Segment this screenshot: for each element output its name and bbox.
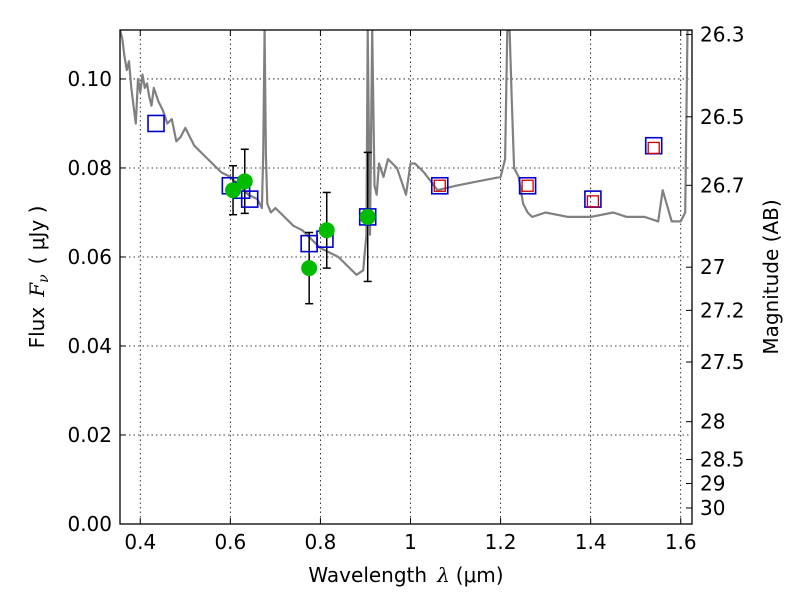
upper-limit-point	[433, 179, 446, 192]
y-axis-text: Flux	[25, 307, 49, 349]
observed-point	[359, 208, 376, 225]
series-model-photometry	[147, 114, 663, 253]
mag-tick-label: 29	[700, 472, 725, 496]
sed-model-line	[120, 30, 692, 276]
mag-tick-label: 28.5	[700, 447, 745, 471]
mag-tick-label: 27.5	[700, 350, 745, 374]
y-tick-label: 0.04	[67, 334, 112, 358]
x-tick-label: 1.2	[485, 530, 517, 554]
mag-tick-label: 27.2	[700, 298, 745, 322]
x-tick-label: 0.6	[214, 530, 246, 554]
mag-tick-label: 27	[700, 255, 725, 279]
model-point	[147, 114, 165, 133]
observed-point	[301, 260, 318, 277]
upper-limit-point	[521, 179, 534, 192]
model-point	[240, 190, 259, 208]
y-tick-label: 0.10	[67, 67, 112, 91]
mag-tick-label: 30	[700, 496, 725, 520]
x-axis-symbol: λ	[436, 563, 450, 587]
y2-axis-title: Magnitude (AB)	[759, 199, 783, 354]
y-axis-unit: ( μJy )	[25, 206, 49, 265]
model-point	[430, 176, 449, 195]
observed-point	[225, 182, 242, 199]
axes: 0.4 0.6 0.8 1 1.2 1.4 1.6 0.00 0.02 0.04 0.06 0.08 0…	[67, 22, 744, 554]
plot-frame	[119, 29, 693, 525]
y-tick-label: 0.02	[67, 423, 112, 447]
x-tick-label: 0.4	[124, 530, 156, 554]
series-observed-photometry	[229, 148, 372, 305]
x-tick-label: 1.6	[665, 530, 697, 554]
mag-tick-label: 26.7	[700, 173, 745, 197]
y-tick-label: 0.08	[67, 156, 112, 180]
mag-tick-label: 26.5	[700, 105, 745, 129]
x-axis-title: Wavelength λ (μm)	[308, 563, 503, 587]
x-tick-label: 1.4	[575, 530, 607, 554]
x-axis-unit: (μm)	[456, 563, 504, 587]
model-point	[518, 176, 537, 195]
y-axis-subscript: ν	[36, 274, 52, 283]
observed-point	[318, 222, 335, 239]
upper-limit-point	[647, 141, 660, 155]
y-tick-label: 0.00	[67, 512, 112, 536]
series-upper-limits	[433, 141, 660, 208]
y-tick-label: 0.06	[67, 245, 112, 269]
x-tick-label: 1	[404, 530, 417, 554]
mag-tick-label: 26.3	[700, 22, 745, 46]
y-axis-title: Flux Fν ( μJy )	[25, 206, 52, 349]
series-sed-model	[120, 30, 692, 276]
grid-lines	[120, 30, 692, 525]
upper-limit-point	[586, 195, 600, 208]
x-axis-text: Wavelength	[308, 563, 427, 587]
mag-tick-label: 28	[700, 410, 725, 434]
observed-point	[236, 173, 253, 190]
y-axis-symbol: F	[25, 282, 49, 298]
x-tick-label: 0.8	[305, 530, 337, 554]
observed-points-top	[225, 173, 376, 277]
plot-area	[120, 30, 692, 305]
